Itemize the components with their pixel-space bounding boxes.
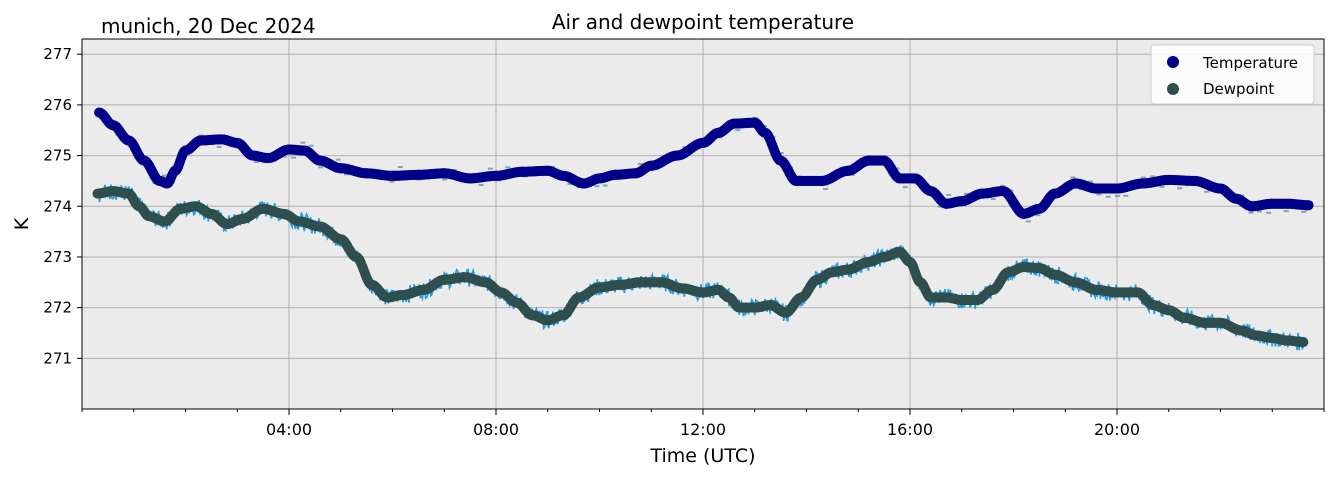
temperature-raw-mark (318, 166, 324, 169)
y-tick-label: 272 (43, 299, 72, 317)
y-tick-label: 275 (43, 147, 72, 165)
temperature-raw-mark (1115, 194, 1120, 197)
temperature-raw-mark (291, 156, 297, 159)
temperature-point (1303, 200, 1314, 211)
x-tick-label: 08:00 (473, 420, 519, 439)
x-axis-ticks: 04:00 08:00 12:00 16:00 20:00 (81, 409, 1325, 439)
temperature-raw-mark (1000, 184, 1006, 187)
chart-title: Air and dewpoint temperature (552, 10, 854, 34)
temperature-raw-mark (823, 187, 829, 190)
temperature-raw-mark (1177, 187, 1183, 190)
temperature-raw-mark (343, 173, 349, 176)
temperature-raw-mark (1150, 175, 1156, 178)
temperature-raw-mark (1266, 211, 1272, 214)
temperature-raw-mark (1159, 185, 1165, 188)
legend-label-dewpoint: Dewpoint (1203, 80, 1274, 98)
y-tick-label: 276 (43, 96, 72, 114)
y-tick-label: 271 (43, 349, 72, 367)
legend-marker-dewpoint (1167, 83, 1179, 95)
temperature-raw-mark (990, 197, 996, 200)
x-tick-label: 04:00 (266, 420, 312, 439)
x-tick-label: 12:00 (680, 420, 726, 439)
temperature-raw-mark (397, 166, 403, 169)
y-axis-label: K (11, 217, 33, 230)
y-tick-label: 273 (43, 248, 72, 266)
temperature-raw-mark (567, 182, 573, 185)
y-tick-label: 277 (43, 45, 72, 63)
temperature-raw-mark (902, 186, 908, 189)
temperature-raw-mark (894, 167, 900, 170)
temperature-raw-mark (216, 145, 222, 148)
temperature-raw-mark (335, 158, 341, 161)
x-tick-label: 16:00 (887, 420, 933, 439)
legend-label-temperature: Temperature (1202, 54, 1298, 72)
temperature-raw-mark (1256, 210, 1262, 213)
temperature-raw-mark (1088, 180, 1094, 183)
y-tick-label: 274 (43, 197, 72, 215)
legend-marker-temperature (1167, 56, 1179, 68)
x-axis-label: Time (UTC) (649, 445, 755, 467)
dewpoint-point (1298, 337, 1309, 348)
legend: Temperature Dewpoint (1150, 44, 1315, 105)
temperature-raw-mark (1123, 194, 1129, 197)
temperature-raw-mark (281, 155, 287, 158)
chart-subtitle: munich, 20 Dec 2024 (101, 14, 316, 38)
temperature-raw-mark (1025, 220, 1031, 223)
temperature-raw-mark (308, 144, 314, 147)
temperature-raw-mark (1248, 211, 1254, 214)
temperature-raw-mark (637, 162, 643, 165)
temperature-raw-mark (389, 180, 395, 183)
temperature-raw-mark (1301, 210, 1307, 213)
temperature-raw-mark (505, 166, 511, 169)
temperature-raw-mark (300, 141, 306, 144)
temperature-raw-mark (1204, 190, 1210, 193)
temperature-raw-mark (253, 160, 259, 163)
temperature-raw-mark (1283, 210, 1289, 213)
temperature-raw-mark (946, 193, 952, 196)
temperature-raw-mark (1035, 214, 1041, 217)
temperature-raw-mark (602, 184, 608, 187)
y-axis-ticks: 271 272 273 274 275 276 277 (43, 45, 82, 367)
temperature-raw-mark (1070, 176, 1076, 179)
temperature-raw-mark (594, 185, 600, 188)
temperature-raw-mark (487, 167, 493, 170)
temperature-raw-mark (778, 152, 784, 155)
temperature-raw-mark (442, 178, 448, 181)
legend-box (1150, 44, 1315, 105)
temperature-raw-mark (963, 192, 969, 195)
x-tick-label: 20:00 (1094, 420, 1140, 439)
series-points (92, 107, 1314, 348)
temperature-raw-mark (735, 129, 741, 132)
temperature-raw-mark (478, 183, 484, 186)
gridlines (82, 39, 1324, 409)
temperature-raw-mark (1140, 176, 1146, 179)
temperature-raw-mark (1096, 193, 1102, 196)
temperature-raw-mark (1105, 195, 1111, 198)
temperature-raw-mark (161, 174, 167, 177)
